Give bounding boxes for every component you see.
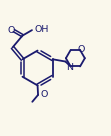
- Text: OH: OH: [35, 25, 49, 34]
- Text: O: O: [40, 90, 48, 99]
- Text: O: O: [8, 26, 15, 35]
- Text: N: N: [66, 63, 73, 72]
- Text: O: O: [78, 45, 85, 54]
